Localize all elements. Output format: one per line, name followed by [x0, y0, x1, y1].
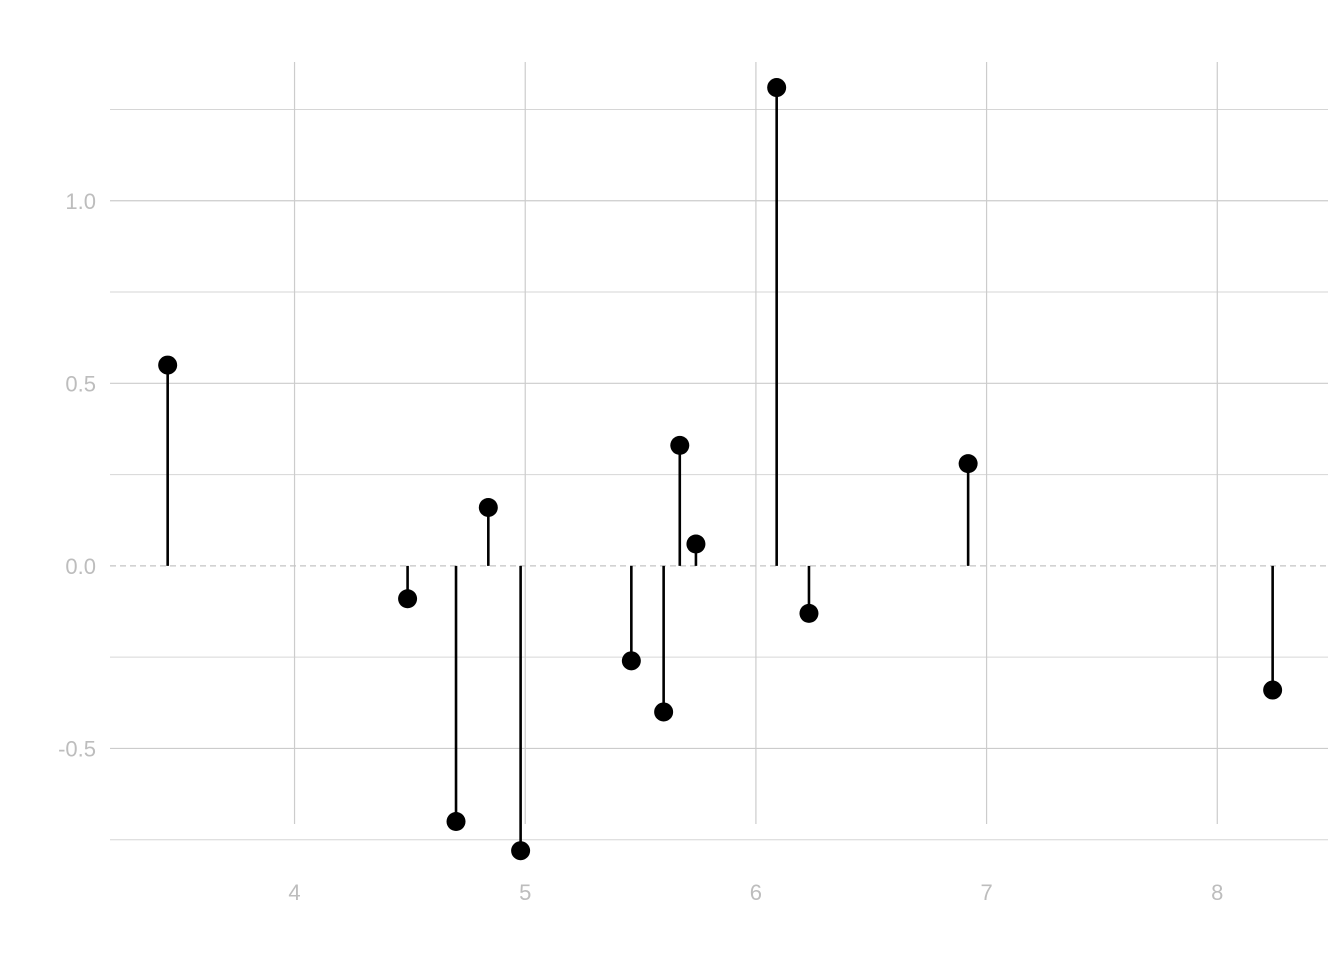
- lollipop-point: [958, 454, 978, 474]
- y-tick-label: 0.0: [65, 554, 96, 579]
- y-tick-label: -0.5: [58, 736, 96, 761]
- lollipop-point: [446, 811, 466, 831]
- points: [158, 78, 1283, 861]
- lollipop-point: [767, 78, 787, 98]
- lollipop-point: [670, 435, 690, 455]
- lollipop-point: [654, 702, 674, 722]
- x-tick-label: 4: [288, 880, 300, 905]
- grid: [110, 62, 1328, 841]
- lollipop-point: [799, 603, 819, 623]
- y-tick-label: 1.0: [65, 189, 96, 214]
- y-tick-label: 0.5: [65, 371, 96, 396]
- x-tick-label: 8: [1211, 880, 1223, 905]
- x-tick-label: 6: [750, 880, 762, 905]
- lollipop-point: [398, 589, 418, 609]
- lollipop-point: [686, 534, 706, 554]
- lollipop-point: [158, 355, 178, 375]
- lollipop-point: [621, 651, 641, 671]
- lollipop-point: [511, 841, 531, 861]
- lollipop-point: [478, 497, 498, 517]
- x-tick-label: 7: [980, 880, 992, 905]
- lollipop-point: [1263, 680, 1283, 700]
- axis-tick-labels: -0.5 0.0 0.5 1.0 4 5 6 7 8: [58, 189, 1223, 905]
- x-tick-label: 5: [519, 880, 531, 905]
- stems: [166, 87, 1274, 851]
